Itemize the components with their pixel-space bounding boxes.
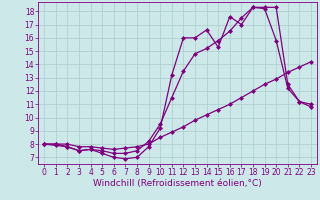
X-axis label: Windchill (Refroidissement éolien,°C): Windchill (Refroidissement éolien,°C) — [93, 179, 262, 188]
